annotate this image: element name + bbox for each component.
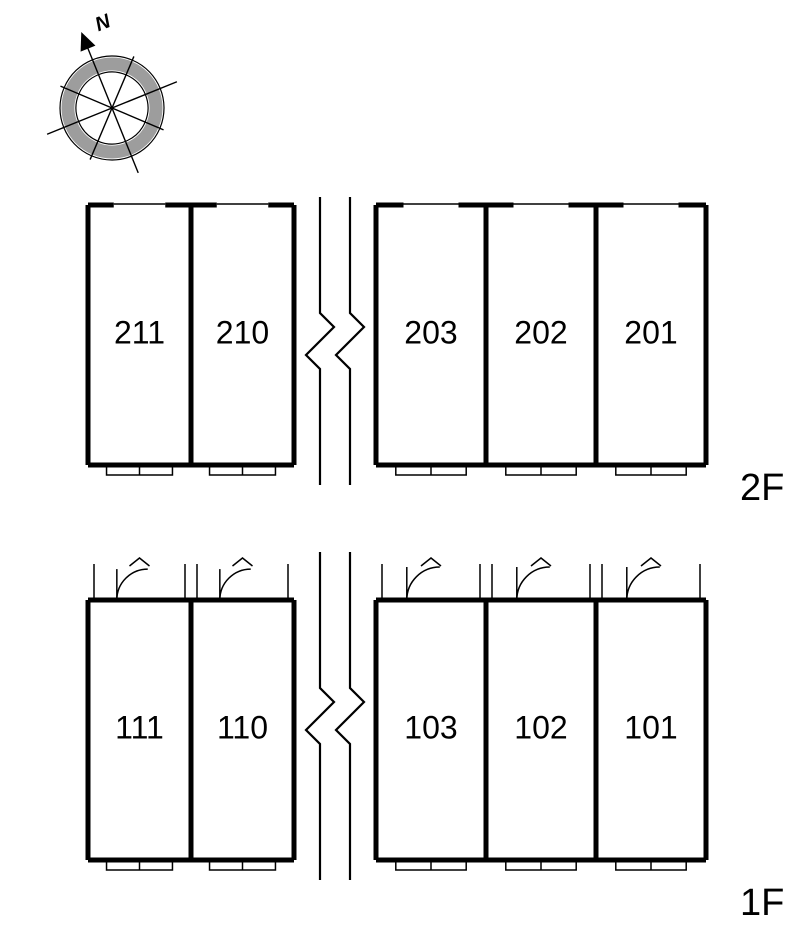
unit-210: 210 [216, 314, 269, 350]
unit-211: 211 [114, 314, 165, 350]
section-break-icon [306, 197, 364, 485]
floor-label-2F: 2F [740, 467, 784, 509]
door-swing-icon [117, 569, 148, 600]
door-swing-icon [517, 567, 550, 600]
unit-103: 103 [404, 709, 457, 745]
unit-101: 101 [624, 709, 677, 745]
floor-label-1F: 1F [740, 882, 784, 924]
compass-north-label: N [92, 10, 114, 36]
section-break-icon [306, 552, 364, 880]
door-swing-icon [407, 567, 440, 600]
unit-202: 202 [514, 314, 567, 350]
floor-1F: 111 110 103 102 101 1F [88, 552, 784, 924]
door-swing-icon [627, 567, 660, 600]
door-swing-icon [220, 569, 251, 600]
unit-110: 110 [217, 709, 268, 745]
unit-111: 111 [115, 709, 164, 745]
floor-plan-diagram: N 211 210 203 202 201 2F 111 110 103 102 101 1F [0, 0, 800, 940]
unit-201: 201 [624, 314, 677, 350]
unit-102: 102 [514, 709, 567, 745]
unit-203: 203 [404, 314, 457, 350]
compass-icon: N [12, 0, 203, 199]
floor-2F: 211 210 203 202 201 2F [88, 197, 784, 509]
